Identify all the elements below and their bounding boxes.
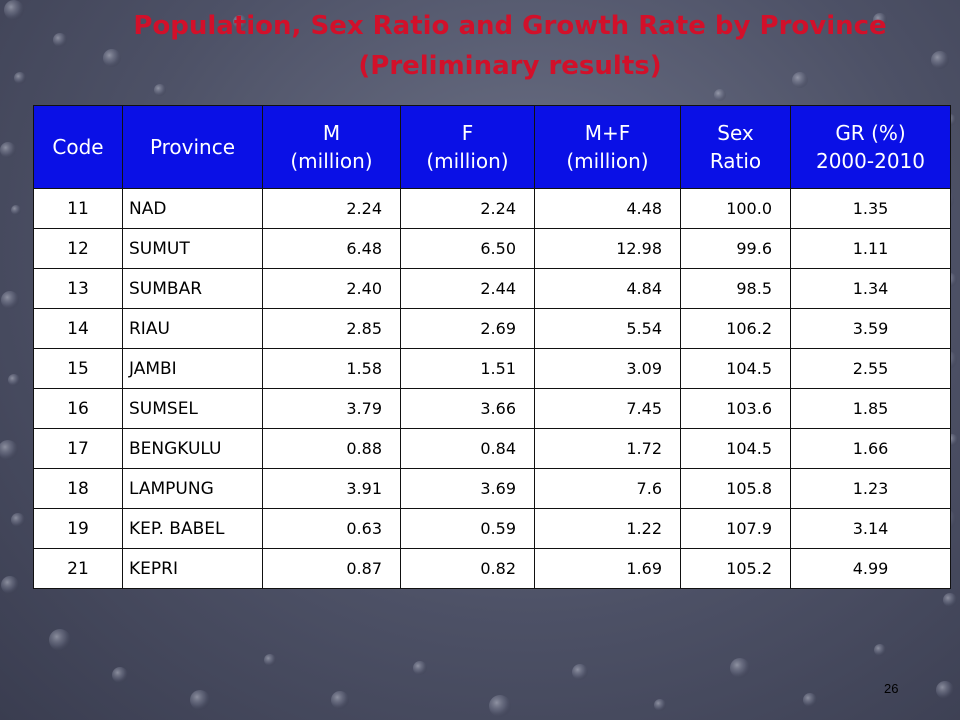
- cell-total: 4.84: [534, 268, 681, 309]
- cell-total: 12.98: [534, 228, 681, 269]
- table-row: 14 RIAU 2.85 2.69 5.54 106.2 3.59: [33, 308, 951, 349]
- header-total: M+F (million): [534, 105, 681, 189]
- cell-female: 6.50: [400, 228, 535, 269]
- cell-female: 1.51: [400, 348, 535, 389]
- cell-male: 6.48: [262, 228, 401, 269]
- cell-male: 0.63: [262, 508, 401, 549]
- cell-sex-ratio: 104.5: [680, 348, 791, 389]
- cell-sex-ratio: 106.2: [680, 308, 791, 349]
- cell-growth-rate: 1.34: [790, 268, 951, 309]
- cell-sex-ratio: 105.8: [680, 468, 791, 509]
- cell-province: SUMBAR: [122, 268, 263, 309]
- cell-code: 17: [33, 428, 123, 469]
- cell-code: 18: [33, 468, 123, 509]
- table-row: 17 BENGKULU 0.88 0.84 1.72 104.5 1.66: [33, 428, 951, 469]
- title-line-1: Population, Sex Ratio and Growth Rate by…: [133, 11, 887, 41]
- cell-sex-ratio: 103.6: [680, 388, 791, 429]
- title-line-2: (Preliminary results): [358, 51, 662, 81]
- cell-code: 14: [33, 308, 123, 349]
- cell-province: KEPRI: [122, 548, 263, 589]
- cell-total: 1.22: [534, 508, 681, 549]
- cell-sex-ratio: 99.6: [680, 228, 791, 269]
- cell-province: BENGKULU: [122, 428, 263, 469]
- cell-sex-ratio: 105.2: [680, 548, 791, 589]
- cell-male: 2.24: [262, 188, 401, 229]
- slide-title: Population, Sex Ratio and Growth Rate by…: [80, 6, 940, 86]
- header-female: F (million): [400, 105, 535, 189]
- province-table: Code Province M (million) F (million) M+F(…: [33, 105, 951, 589]
- cell-growth-rate: 4.99: [790, 548, 951, 589]
- cell-total: 4.48: [534, 188, 681, 229]
- cell-female: 0.59: [400, 508, 535, 549]
- table-row: 15 JAMBI 1.58 1.51 3.09 104.5 2.55: [33, 348, 951, 389]
- cell-growth-rate: 1.35: [790, 188, 951, 229]
- cell-growth-rate: 1.11: [790, 228, 951, 269]
- cell-female: 2.69: [400, 308, 535, 349]
- cell-province: NAD: [122, 188, 263, 229]
- header-sex-ratio: Sex Ratio: [680, 105, 791, 189]
- cell-growth-rate: 3.14: [790, 508, 951, 549]
- cell-growth-rate: 1.66: [790, 428, 951, 469]
- cell-female: 0.82: [400, 548, 535, 589]
- cell-male: 3.91: [262, 468, 401, 509]
- cell-code: 16: [33, 388, 123, 429]
- cell-code: 19: [33, 508, 123, 549]
- header-growth-rate: GR (%) 2000-2010: [790, 105, 951, 189]
- cell-female: 3.66: [400, 388, 535, 429]
- table-row: 16 SUMSEL 3.79 3.66 7.45 103.6 1.85: [33, 388, 951, 429]
- cell-province: SUMSEL: [122, 388, 263, 429]
- header-code: Code: [33, 105, 123, 189]
- cell-female: 3.69: [400, 468, 535, 509]
- cell-total: 1.72: [534, 428, 681, 469]
- cell-female: 2.44: [400, 268, 535, 309]
- cell-male: 2.40: [262, 268, 401, 309]
- cell-growth-rate: 1.85: [790, 388, 951, 429]
- cell-code: 21: [33, 548, 123, 589]
- cell-total: 3.09: [534, 348, 681, 389]
- cell-male: 0.88: [262, 428, 401, 469]
- cell-code: 12: [33, 228, 123, 269]
- cell-code: 15: [33, 348, 123, 389]
- cell-male: 1.58: [262, 348, 401, 389]
- cell-code: 11: [33, 188, 123, 229]
- cell-growth-rate: 2.55: [790, 348, 951, 389]
- table-row: 11 NAD 2.24 2.24 4.48 100.0 1.35: [33, 188, 951, 229]
- cell-province: RIAU: [122, 308, 263, 349]
- table-row: 19 KEP. BABEL 0.63 0.59 1.22 107.9 3.14: [33, 508, 951, 549]
- cell-sex-ratio: 104.5: [680, 428, 791, 469]
- header-province: Province: [122, 105, 263, 189]
- cell-province: SUMUT: [122, 228, 263, 269]
- table-row: 12 SUMUT 6.48 6.50 12.98 99.6 1.11: [33, 228, 951, 269]
- cell-male: 0.87: [262, 548, 401, 589]
- cell-male: 2.85: [262, 308, 401, 349]
- cell-province: KEP. BABEL: [122, 508, 263, 549]
- cell-female: 2.24: [400, 188, 535, 229]
- cell-sex-ratio: 107.9: [680, 508, 791, 549]
- cell-sex-ratio: 98.5: [680, 268, 791, 309]
- page-number: 26: [884, 681, 899, 696]
- header-row: Code Province M (million) F (million) M+F(…: [33, 105, 951, 189]
- cell-total: 7.45: [534, 388, 681, 429]
- cell-growth-rate: 1.23: [790, 468, 951, 509]
- cell-province: JAMBI: [122, 348, 263, 389]
- table-row: 13 SUMBAR 2.40 2.44 4.84 98.5 1.34: [33, 268, 951, 309]
- table-row: 21 KEPRI 0.87 0.82 1.69 105.2 4.99: [33, 548, 951, 589]
- cell-growth-rate: 3.59: [790, 308, 951, 349]
- header-male: M (million): [262, 105, 401, 189]
- table-row: 18 LAMPUNG 3.91 3.69 7.6 105.8 1.23: [33, 468, 951, 509]
- cell-code: 13: [33, 268, 123, 309]
- cell-female: 0.84: [400, 428, 535, 469]
- cell-male: 3.79: [262, 388, 401, 429]
- cell-sex-ratio: 100.0: [680, 188, 791, 229]
- cell-province: LAMPUNG: [122, 468, 263, 509]
- cell-total: 5.54: [534, 308, 681, 349]
- cell-total: 7.6: [534, 468, 681, 509]
- cell-total: 1.69: [534, 548, 681, 589]
